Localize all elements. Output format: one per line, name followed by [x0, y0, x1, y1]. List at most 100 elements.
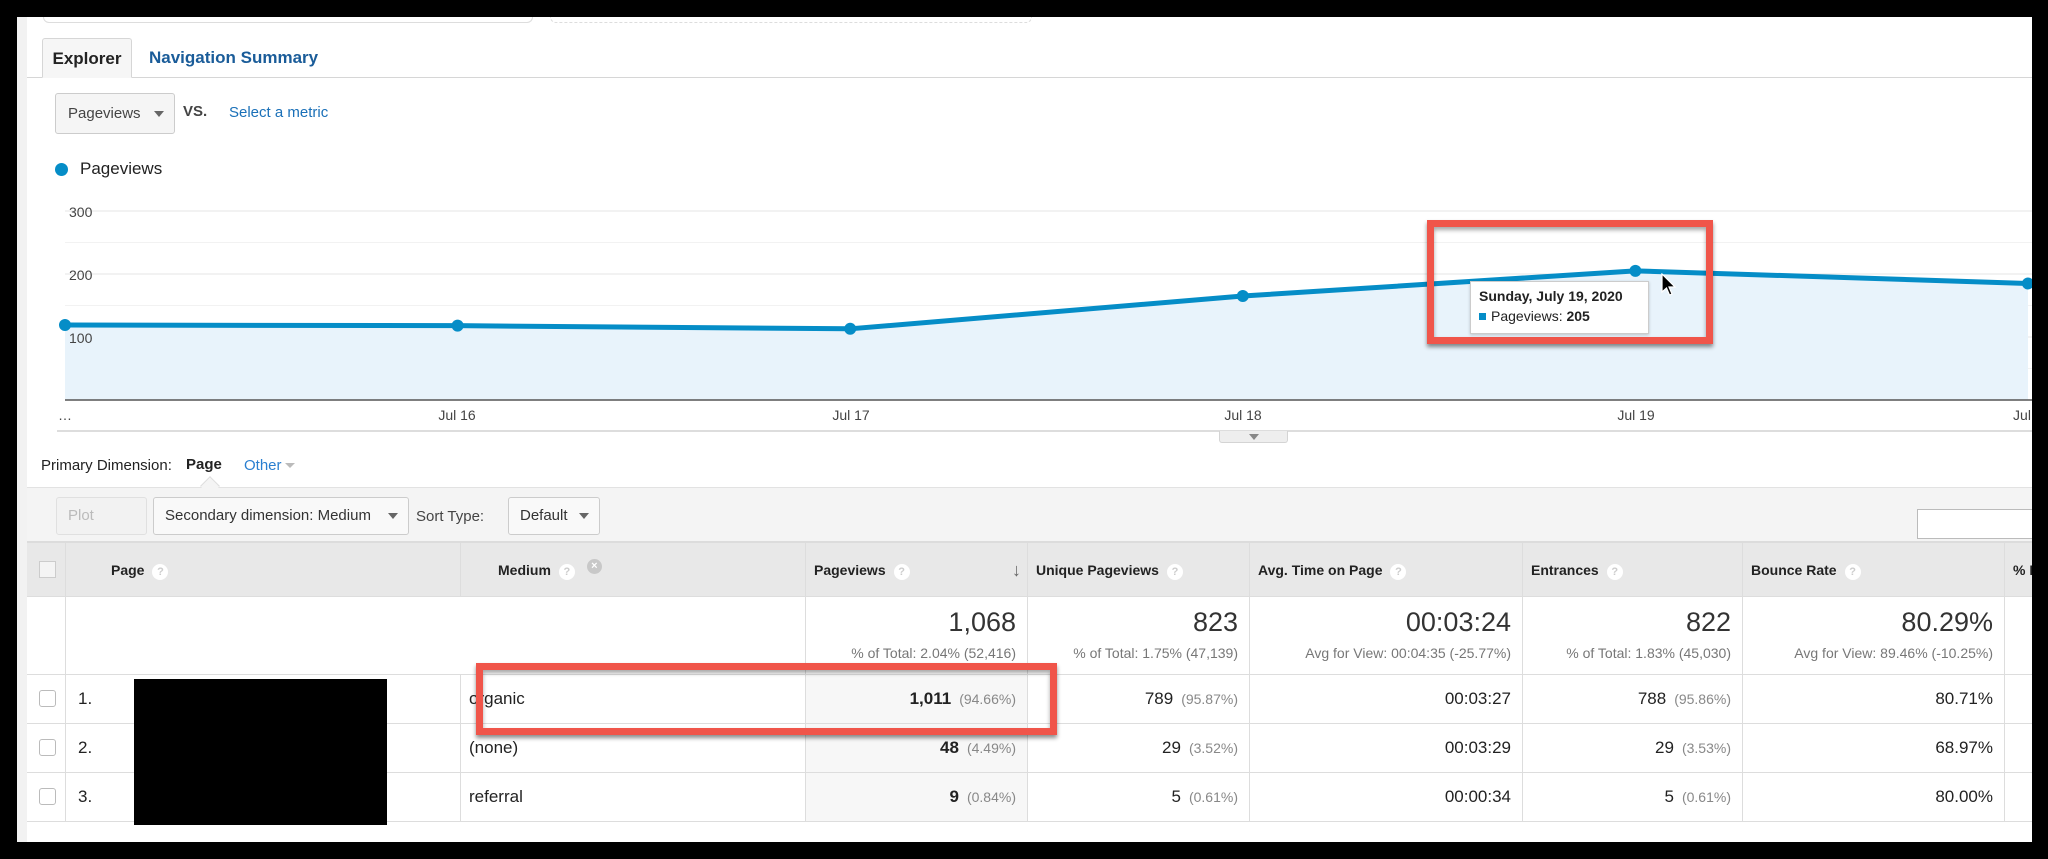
row-checkbox[interactable] [39, 690, 56, 707]
row-select-cell [27, 724, 66, 772]
summary-blank-1 [27, 597, 66, 674]
y-tick-100: 100 [69, 330, 93, 346]
header-bounce-rate[interactable]: Bounce Rate? [1743, 543, 2005, 596]
page-cell[interactable]: 3. [66, 773, 461, 821]
tooltip-label: Pageviews: [1491, 308, 1567, 324]
chart-divider [57, 430, 2032, 432]
summary-pageviews: 1,068 % of Total: 2.04% (52,416) [806, 597, 1028, 674]
sort-descending-icon[interactable]: ↓ [1012, 560, 1021, 580]
x-tick-jul17: Jul 17 [832, 407, 870, 423]
summary-sub: % of Total: 2.04% (52,416) [851, 645, 1016, 661]
table-toolbar: Plot Rows Secondary dimension: Medium So… [27, 487, 2032, 560]
pageviews-chart[interactable]: 300 200 100 … Jul 16 Jul 17 Jul 18 Jul 1… [27, 177, 2032, 443]
help-icon[interactable]: ? [1844, 564, 1861, 580]
header-entrances[interactable]: Entrances? [1523, 543, 1743, 596]
chevron-down-icon [388, 513, 398, 519]
secondary-dimension-value: Secondary dimension: Medium [165, 507, 371, 524]
summary-bounce: 80.29% Avg for View: 89.46% (-10.25%) [1743, 597, 2005, 674]
medium-cell: (none) [461, 724, 806, 772]
header-unique-pageviews[interactable]: Unique Pageviews? [1028, 543, 1250, 596]
segment-box[interactable] [43, 17, 533, 23]
page-cell[interactable]: 2. [66, 724, 461, 772]
bounce-cell: 80.00% [1743, 773, 2005, 821]
tab-explorer[interactable]: Explorer [42, 38, 132, 78]
help-icon[interactable]: ? [893, 564, 910, 580]
summary-value: 80.29% [1901, 607, 1993, 637]
sort-type-dropdown[interactable]: Default [508, 497, 600, 535]
x-tick-jul20: Jul [2013, 407, 2031, 423]
other-label: Other [244, 457, 282, 474]
pageviews-pct: (4.49%) [966, 740, 1016, 756]
row-select-cell [27, 773, 66, 821]
unique-cell: 29 (3.52%) [1028, 724, 1250, 772]
header-medium[interactable]: Medium? × [461, 543, 806, 596]
add-segment-box[interactable] [550, 17, 1032, 23]
chart-collapse-handle[interactable] [1219, 431, 1288, 443]
row-checkbox[interactable] [39, 788, 56, 805]
header-exit[interactable]: % E [2005, 543, 2032, 596]
header-avg-time[interactable]: Avg. Time on Page? [1250, 543, 1523, 596]
header-unique-label: Unique Pageviews [1036, 562, 1159, 578]
header-page[interactable]: Page? [66, 543, 461, 596]
plot-rows-button[interactable]: Plot Rows [56, 497, 147, 560]
avg-time-value: 00:03:27 [1444, 689, 1511, 708]
header-bounce-label: Bounce Rate [1751, 562, 1837, 578]
table-search-input[interactable] [1917, 509, 2032, 539]
select-metric-link[interactable]: Select a metric [229, 104, 329, 121]
header-entrances-label: Entrances [1531, 562, 1599, 578]
y-tick-300: 300 [69, 204, 93, 220]
summary-sub: Avg for View: 89.46% (-10.25%) [1794, 645, 1993, 661]
x-tick-jul19: Jul 19 [1617, 407, 1655, 423]
pageviews-cell: 9 (0.84%) [806, 773, 1028, 821]
report-content: Explorer Navigation Summary Pageviews VS… [27, 17, 2032, 842]
entrances-pct: (0.61%) [1681, 789, 1731, 805]
avg-time-cell: 00:03:29 [1250, 724, 1523, 772]
primary-dimension-page[interactable]: Page [186, 456, 222, 473]
help-icon[interactable]: ? [558, 564, 575, 580]
row-number: 3. [78, 787, 93, 806]
unique-cell: 789 (95.87%) [1028, 675, 1250, 723]
tooltip-row: Pageviews: 205 [1479, 308, 1640, 324]
pageviews-pct: (94.66%) [959, 691, 1016, 707]
header-avg-time-label: Avg. Time on Page [1258, 562, 1383, 578]
chart-plot [59, 210, 2032, 401]
chart-tooltip: Sunday, July 19, 2020 Pageviews: 205 [1470, 281, 1649, 334]
header-medium-label: Medium [498, 562, 551, 578]
page-cell[interactable]: 1. [66, 675, 461, 723]
primary-dimension-other[interactable]: Other [244, 457, 295, 474]
help-icon[interactable]: ? [1390, 564, 1407, 580]
bounce-value: 80.71% [1935, 689, 1993, 708]
x-tick-jul18: Jul 18 [1224, 407, 1262, 423]
series-square-icon [1479, 313, 1486, 320]
tab-navigation-summary[interactable]: Navigation Summary [149, 48, 319, 67]
summary-unique: 823 % of Total: 1.75% (47,139) [1028, 597, 1250, 674]
avg-time-cell: 00:03:27 [1250, 675, 1523, 723]
entrances-value: 5 [1664, 787, 1674, 806]
bounce-cell: 80.71% [1743, 675, 2005, 723]
select-all-checkbox[interactable] [39, 561, 56, 578]
summary-value: 823 [1192, 607, 1238, 637]
remove-dimension-icon[interactable]: × [586, 559, 602, 574]
secondary-dimension-dropdown[interactable]: Secondary dimension: Medium [153, 497, 409, 535]
help-icon[interactable]: ? [152, 564, 169, 580]
summary-entrances: 822 % of Total: 1.83% (45,030) [1523, 597, 1743, 674]
help-icon[interactable]: ? [1606, 564, 1623, 580]
entrances-pct: (95.86%) [1674, 691, 1731, 707]
row-checkbox[interactable] [39, 739, 56, 756]
help-icon[interactable]: ? [1166, 564, 1183, 580]
pageviews-value: 1,011 [909, 689, 952, 708]
metric-dropdown-value: Pageviews [68, 105, 141, 122]
redacted-page-urls [134, 679, 387, 825]
exit-cell [2005, 773, 2032, 821]
entrances-cell: 788 (95.86%) [1523, 675, 1743, 723]
tooltip-value: 205 [1566, 308, 1590, 324]
mouse-cursor-icon [1661, 273, 1677, 296]
chevron-down-icon [579, 513, 589, 519]
header-pageviews[interactable]: Pageviews? ↓ [806, 543, 1028, 596]
metric-dropdown[interactable]: Pageviews [55, 93, 175, 134]
chevron-down-icon [284, 463, 295, 468]
header-pageviews-label: Pageviews [814, 562, 886, 578]
annotation-highlight-tooltip [1427, 220, 1713, 344]
row-number: 2. [78, 738, 93, 757]
summary-row: 1,068 % of Total: 2.04% (52,416) 823 % o… [27, 597, 2032, 675]
